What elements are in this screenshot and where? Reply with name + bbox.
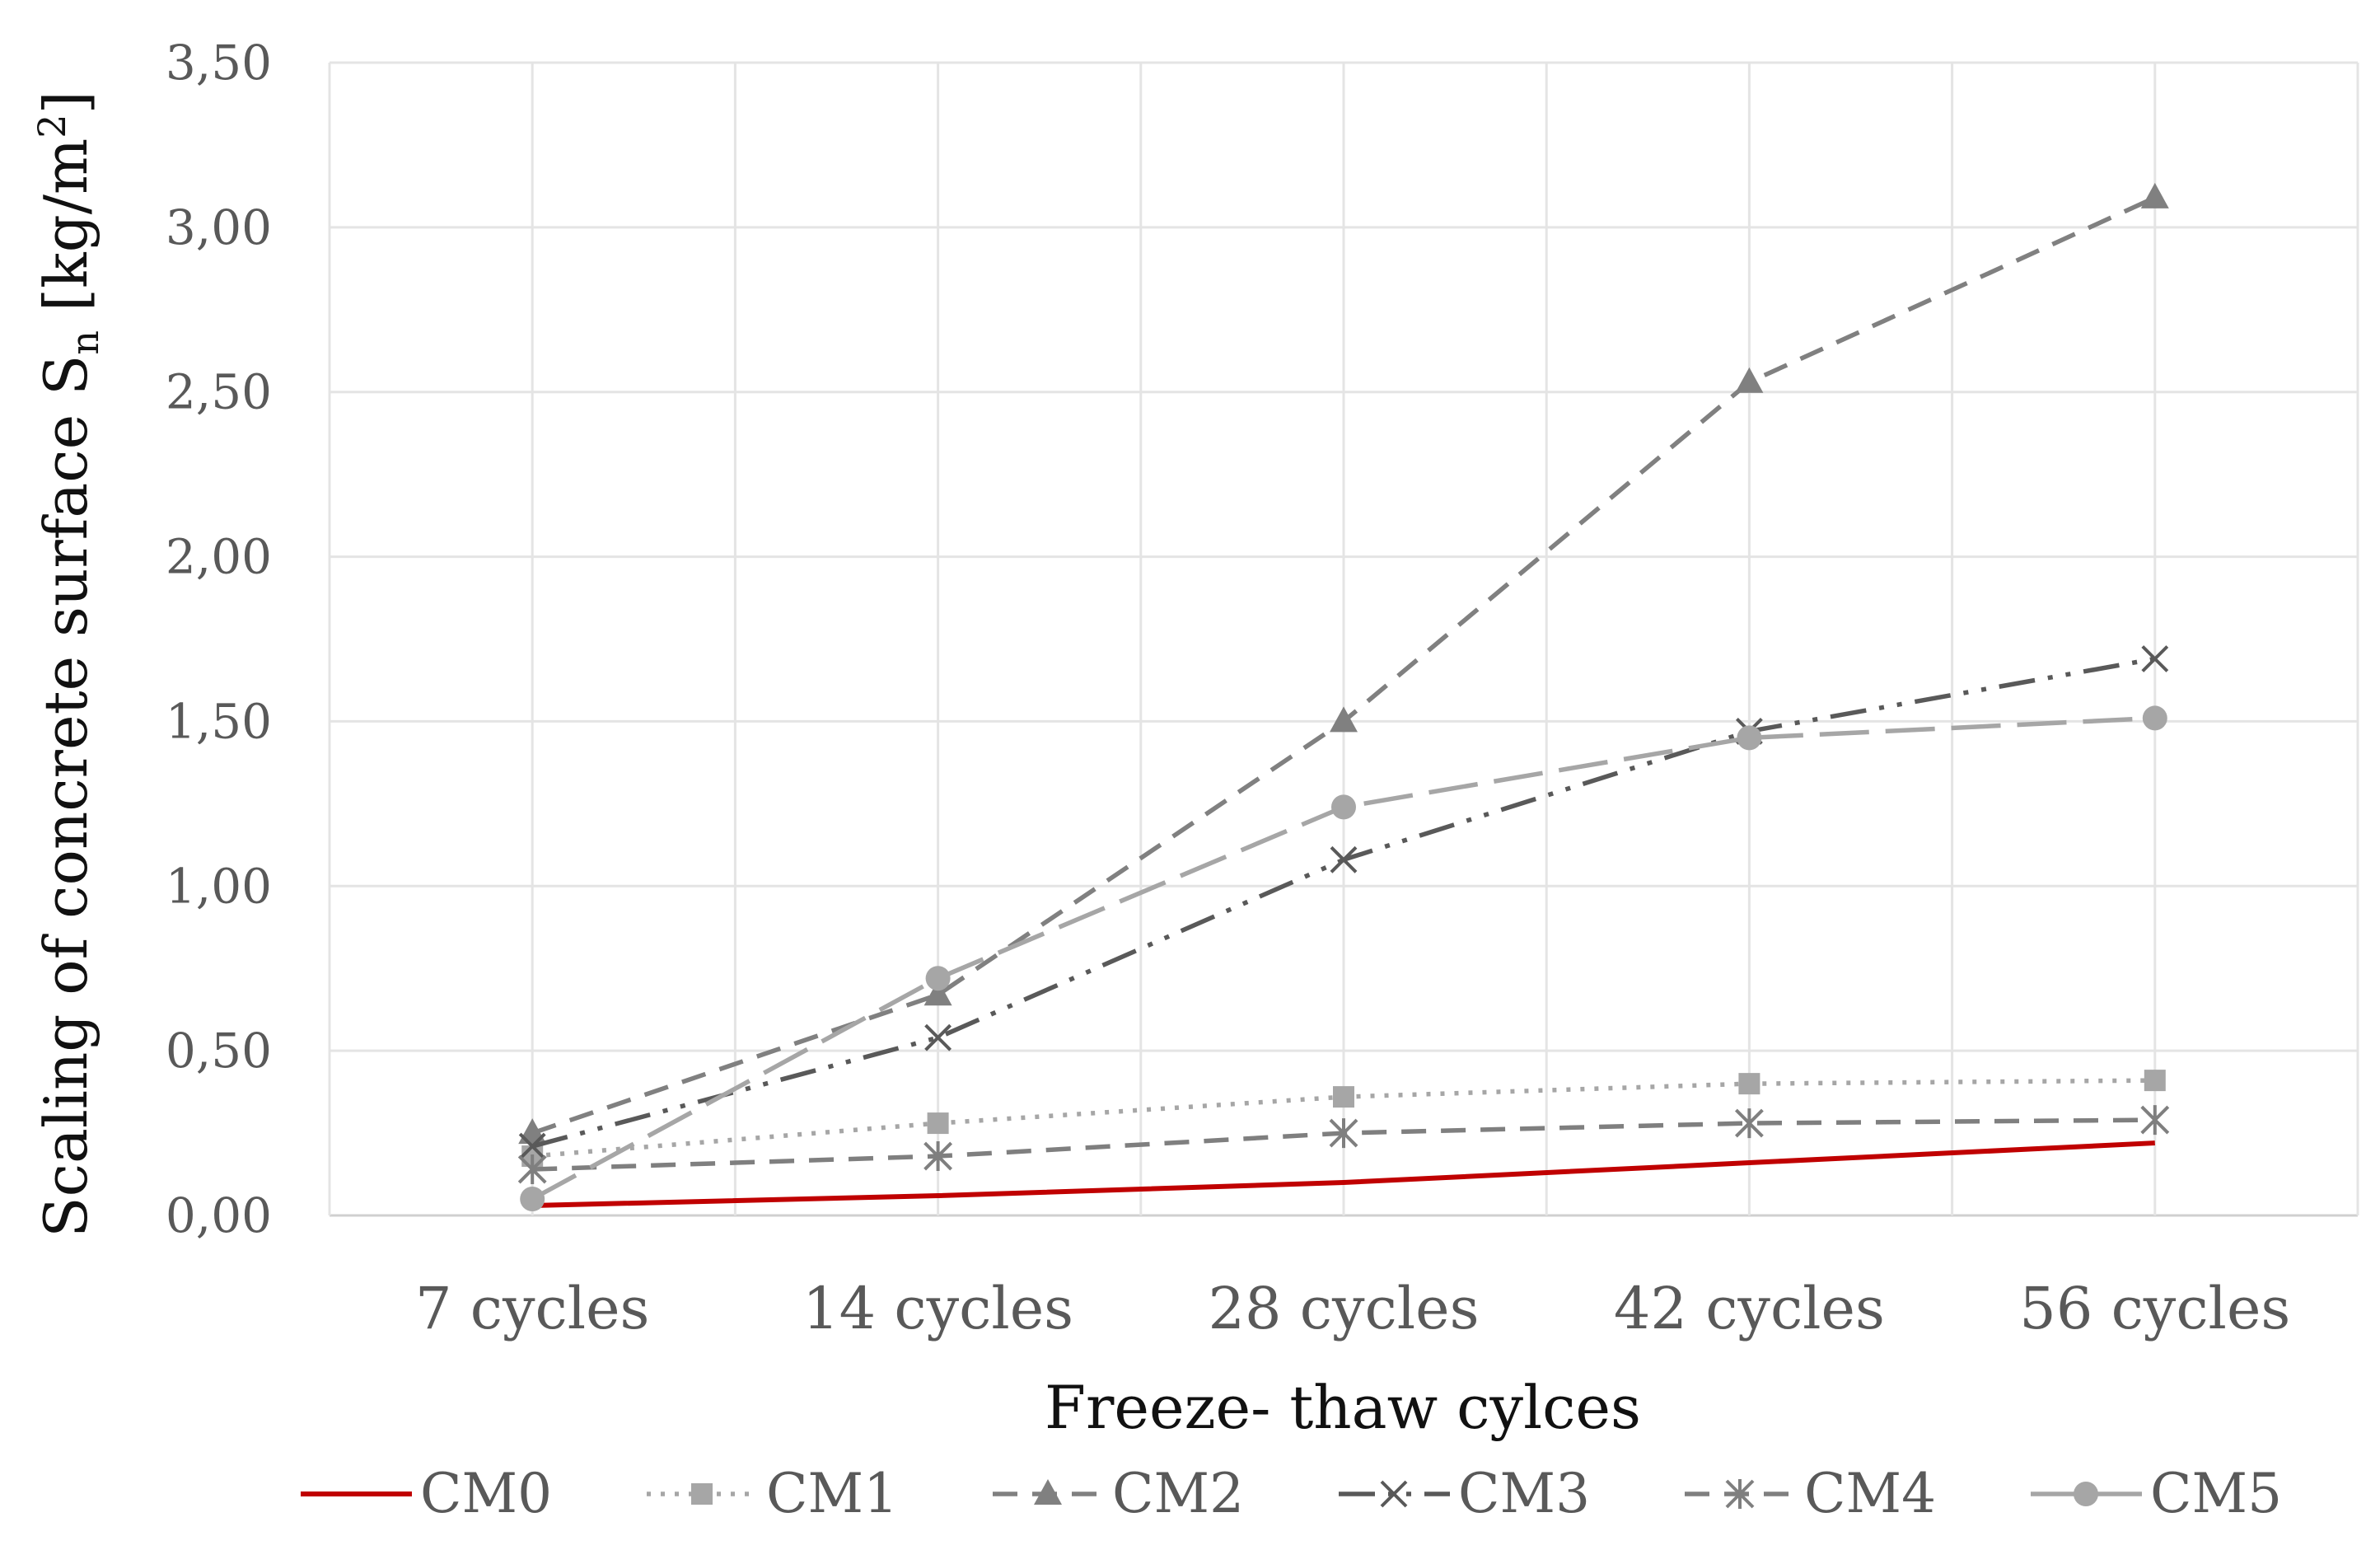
point-cm4 bbox=[517, 1154, 547, 1185]
point-cm1 bbox=[1333, 1086, 1354, 1108]
line-cm0 bbox=[532, 1140, 2155, 1209]
y-axis-title-unit-sup: 2 bbox=[30, 114, 74, 138]
point-cm5 bbox=[520, 1187, 545, 1212]
point-cm2 bbox=[1735, 367, 1764, 393]
series-cm4 bbox=[517, 1105, 2170, 1185]
legend: CM0 CM1 CM2 CM3 CM4 CM5 bbox=[301, 1462, 2282, 1525]
x-tick-label: 42 cycles bbox=[1614, 1275, 1885, 1342]
series-cm2 bbox=[518, 182, 2169, 1145]
legend-marker-cm3 bbox=[1380, 1480, 1408, 1508]
legend-label-cm0: CM0 bbox=[420, 1462, 552, 1525]
legend-marker-cm1 bbox=[691, 1483, 713, 1505]
series-cm0 bbox=[532, 1140, 2155, 1209]
series-layer bbox=[517, 182, 2170, 1212]
point-cm2 bbox=[923, 980, 952, 1006]
series-cm5 bbox=[520, 705, 2167, 1212]
legend-label-cm2: CM2 bbox=[1112, 1462, 1244, 1525]
point-cm5 bbox=[2142, 705, 2167, 731]
legend-marker-cm4 bbox=[1725, 1479, 1755, 1509]
x-axis-title: Freeze- thaw cylces bbox=[1045, 1373, 1641, 1442]
y-tick-label: 0,50 bbox=[166, 1023, 272, 1079]
point-cm5 bbox=[925, 966, 951, 991]
point-cm1 bbox=[927, 1112, 949, 1135]
legend-item-cm3: CM3 bbox=[1339, 1462, 1590, 1525]
y-tick-label: 1,50 bbox=[166, 693, 272, 749]
y-axis-ticks: 0,00 0,50 1,00 1,50 2,00 2,50 3,00 3,50 bbox=[166, 35, 272, 1243]
y-axis-title-unit-close: ] bbox=[31, 91, 101, 114]
point-cm1 bbox=[2144, 1070, 2166, 1092]
point-cm3 bbox=[2141, 645, 2169, 672]
legend-item-cm2: CM2 bbox=[993, 1462, 1244, 1525]
point-cm5 bbox=[1331, 794, 1356, 820]
y-tick-label: 3,50 bbox=[166, 35, 272, 91]
point-cm3 bbox=[1330, 845, 1358, 873]
legend-label-cm4: CM4 bbox=[1804, 1462, 1936, 1525]
legend-label-cm5: CM5 bbox=[2150, 1462, 2282, 1525]
legend-item-cm1: CM1 bbox=[647, 1462, 898, 1525]
point-cm5 bbox=[1737, 725, 1762, 751]
legend-item-cm0: CM0 bbox=[301, 1462, 552, 1525]
y-axis-title: Scaling of concrete surface Sn [kg/m2] bbox=[30, 91, 107, 1237]
legend-item-cm5: CM5 bbox=[2031, 1462, 2282, 1525]
x-tick-label: 7 cycles bbox=[415, 1275, 649, 1342]
grid bbox=[328, 61, 2359, 1217]
legend-label-cm1: CM1 bbox=[766, 1462, 898, 1525]
y-axis-title-unit: [kg/m bbox=[31, 138, 101, 311]
legend-item-cm4: CM4 bbox=[1685, 1462, 1936, 1525]
y-axis-title-main: Scaling of concrete surface S bbox=[31, 355, 101, 1238]
point-cm1 bbox=[1738, 1073, 1760, 1095]
y-tick-label: 0,00 bbox=[166, 1187, 272, 1243]
legend-marker-cm5 bbox=[2074, 1482, 2098, 1506]
x-tick-label: 28 cycles bbox=[1208, 1275, 1479, 1342]
x-axis-ticks: 7 cycles 14 cycles 28 cycles 42 cycles 56 cy… bbox=[415, 1275, 2290, 1342]
y-tick-label: 2,50 bbox=[166, 364, 272, 420]
point-cm4 bbox=[1329, 1118, 1358, 1149]
point-cm3 bbox=[924, 1023, 952, 1051]
y-tick-label: 1,00 bbox=[166, 858, 272, 914]
x-tick-label: 14 cycles bbox=[802, 1275, 1073, 1342]
point-cm4 bbox=[1734, 1108, 1764, 1139]
y-tick-label: 3,00 bbox=[166, 199, 272, 255]
point-cm2 bbox=[1330, 706, 1358, 733]
x-tick-label: 56 cycles bbox=[2019, 1275, 2290, 1342]
point-cm2 bbox=[2140, 182, 2169, 208]
point-cm4 bbox=[2140, 1105, 2170, 1136]
point-cm3 bbox=[518, 1132, 546, 1160]
legend-label-cm3: CM3 bbox=[1458, 1462, 1590, 1525]
y-axis-title-sub: n bbox=[63, 330, 107, 355]
point-cm4 bbox=[923, 1141, 953, 1172]
legend-marker-cm2 bbox=[1034, 1479, 1062, 1505]
y-tick-label: 2,00 bbox=[166, 529, 272, 585]
